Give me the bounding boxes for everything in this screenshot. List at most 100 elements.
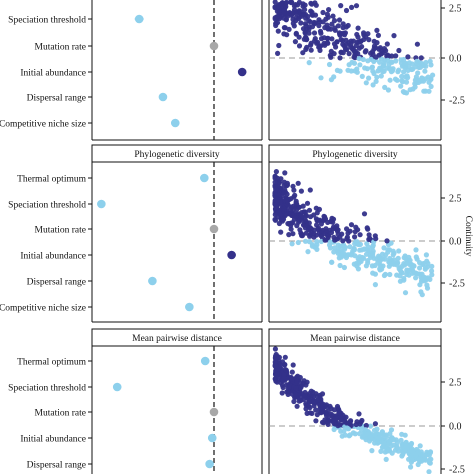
scatter-point — [298, 384, 304, 391]
scatter-point — [357, 232, 363, 238]
scatter-point — [296, 219, 302, 225]
scatter-point — [334, 67, 340, 73]
scatter-point — [355, 25, 361, 31]
scatter-point — [352, 234, 358, 240]
scatter-point — [287, 0, 294, 5]
scatter-point — [374, 27, 380, 33]
scatter-point — [367, 252, 373, 258]
scatter-point — [389, 53, 395, 59]
scatter-point — [428, 456, 434, 462]
scatter-point — [340, 21, 346, 27]
scatter-point — [413, 74, 419, 80]
scatter-point — [309, 243, 315, 249]
scatter-point — [281, 8, 287, 14]
variable-label: Initial abundance — [20, 252, 86, 262]
scatter-point — [361, 36, 367, 43]
scatter-point — [293, 385, 299, 391]
scatter-point — [422, 456, 428, 462]
variable-label: Competitive niche size — [0, 304, 86, 314]
scatter-point — [299, 13, 305, 19]
scatter-point — [426, 452, 432, 458]
panel-1: Speciation threshold Mutation rate Initial… — [0, 0, 465, 141]
scatter-point — [273, 169, 279, 175]
scatter-point — [336, 30, 343, 36]
scatter-point — [359, 73, 365, 79]
scatter-point — [314, 210, 320, 216]
scatter-point — [385, 249, 391, 255]
scatter-point — [299, 231, 305, 237]
scatter-point — [343, 419, 349, 425]
scatter-point — [373, 78, 379, 84]
effect-point — [205, 459, 214, 469]
effect-point — [148, 276, 157, 286]
scatter-point — [294, 403, 300, 409]
scatter-point — [344, 425, 350, 431]
scatter-point — [281, 190, 287, 196]
scatter-point — [279, 216, 285, 222]
right-axis-label: Continuity — [463, 216, 473, 257]
scatter-point — [422, 265, 429, 271]
scatter-point — [340, 37, 346, 44]
scatter-point — [289, 11, 295, 17]
scatter-point — [290, 231, 296, 237]
scatter-point — [413, 247, 419, 253]
y-tick-label: 0.0 — [449, 422, 462, 433]
scatter-point — [410, 86, 416, 92]
scatter-point — [380, 69, 386, 75]
scatter-point — [299, 394, 305, 400]
scatter-point — [272, 4, 278, 10]
scatter-point — [347, 244, 353, 250]
scatter-point — [426, 88, 432, 94]
scatter-point — [284, 180, 290, 186]
scatter-point — [317, 28, 324, 34]
scatter-point — [311, 30, 318, 36]
scatter-point — [296, 34, 302, 40]
scatter-point — [416, 77, 422, 83]
scatter-point — [366, 75, 372, 81]
scatter-point — [413, 64, 419, 70]
scatter-point — [357, 62, 363, 68]
scatter-point — [276, 199, 282, 205]
scatter-point — [352, 253, 358, 259]
scatter-point — [278, 229, 284, 235]
scatter-point — [416, 456, 422, 462]
effect-point — [134, 14, 144, 24]
scatter-point — [357, 254, 363, 260]
scatter-point — [332, 421, 338, 427]
scatter-point — [352, 229, 358, 235]
scatter-point — [383, 432, 389, 438]
scatter-point — [272, 363, 279, 369]
scatter-point — [295, 180, 301, 186]
scatter-point — [282, 354, 288, 360]
scatter-point — [337, 234, 343, 240]
scatter-point — [308, 47, 314, 53]
scatter-point — [375, 32, 381, 39]
scatter-point — [345, 22, 351, 29]
scatter-point — [372, 262, 378, 269]
scatter-point — [363, 80, 369, 86]
variable-label: Speciation threshold — [8, 384, 86, 394]
scatter-point — [410, 449, 416, 455]
scatter-cloud — [272, 346, 434, 474]
scatter-point — [343, 7, 350, 14]
scatter-cloud — [272, 0, 436, 96]
scatter-point — [393, 53, 399, 59]
scatter-point — [405, 67, 411, 73]
variable-label: Initial abundance — [20, 69, 86, 79]
effect-point — [200, 356, 210, 366]
variable-label: Thermal optimum — [17, 175, 86, 185]
scatter-point — [403, 60, 409, 66]
scatter-point — [313, 407, 319, 413]
scatter-point — [400, 79, 406, 85]
scatter-point — [305, 249, 311, 255]
scatter-point — [401, 448, 408, 454]
scatter-point — [328, 219, 334, 225]
scatter-point — [281, 25, 287, 31]
scatter-point — [417, 265, 423, 271]
y-tick-label: 0.0 — [449, 54, 462, 65]
scatter-point — [354, 239, 360, 245]
scatter-point — [272, 174, 278, 180]
scatter-point — [328, 77, 334, 83]
scatter-point — [371, 46, 377, 52]
scatter-point — [424, 282, 430, 288]
